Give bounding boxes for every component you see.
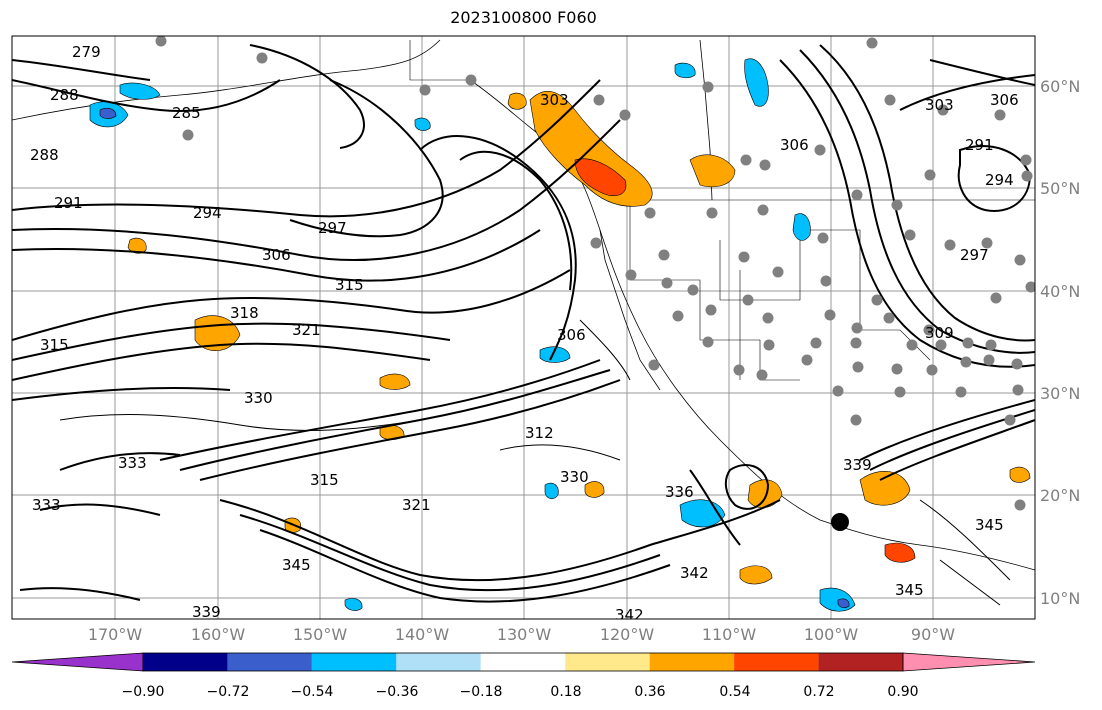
colorbar-tick-label: 0.90 xyxy=(887,684,918,700)
contour-lines xyxy=(12,44,1035,603)
contour-label: 315 xyxy=(310,471,339,489)
contour-label: 318 xyxy=(230,304,259,322)
lon-axis: 170°W 160°W 150°W 140°W 130°W 120°W 110°… xyxy=(88,625,955,644)
colorbar-segment xyxy=(734,653,819,671)
colorbar-segment xyxy=(227,653,312,671)
colorbar-tick-label: 0.18 xyxy=(550,684,581,700)
lat-tick-label: 50°N xyxy=(1040,179,1080,198)
contour-label: 291 xyxy=(54,194,83,212)
lon-tick-label: 170°W xyxy=(88,625,143,644)
contour-label: 336 xyxy=(665,483,694,501)
contour-label: 288 xyxy=(30,146,59,164)
colorbar-segment xyxy=(818,653,903,671)
contour-label: 333 xyxy=(32,496,61,514)
colorbar-tick-label: 0.72 xyxy=(803,684,834,700)
colorbar-tick-label: 0.54 xyxy=(719,684,750,700)
contour-label: 294 xyxy=(193,204,222,222)
colorbar-tick-label: −0.72 xyxy=(207,684,250,700)
station-dots xyxy=(155,36,1035,511)
colorbar-segment xyxy=(649,653,735,671)
lat-tick-label: 60°N xyxy=(1040,77,1080,96)
lat-tick-label: 20°N xyxy=(1040,486,1080,505)
storm-marker xyxy=(831,513,849,531)
contour-label: 297 xyxy=(960,246,989,264)
colorbar-extend-high xyxy=(902,652,1036,672)
contour-label: 306 xyxy=(557,326,586,344)
contour-label: 330 xyxy=(244,389,273,407)
lat-tick-label: 30°N xyxy=(1040,384,1080,403)
lon-tick-label: 110°W xyxy=(702,625,757,644)
lat-tick-label: 10°N xyxy=(1040,589,1080,608)
contour-label: 342 xyxy=(680,564,709,582)
colorbar-segment xyxy=(143,653,228,671)
colorbar-tick-label: −0.90 xyxy=(122,684,165,700)
colorbar-extend-low xyxy=(11,652,144,672)
contour-label: 315 xyxy=(335,276,364,294)
contour-label: 309 xyxy=(925,324,954,342)
colorbar-labels: −0.90 −0.72 −0.54 −0.36 −0.18 0.18 0.36 … xyxy=(122,684,919,700)
colorbar-tick-label: −0.18 xyxy=(460,684,503,700)
colorbar-tick-label: −0.36 xyxy=(376,684,419,700)
lon-tick-label: 130°W xyxy=(497,625,552,644)
contour-label: 306 xyxy=(990,91,1019,109)
contour-label: 339 xyxy=(843,456,872,474)
colorbar-segment xyxy=(565,653,650,671)
contour-label: 342 xyxy=(615,606,644,624)
contour-label: 297 xyxy=(318,219,347,237)
colorbar-border xyxy=(142,652,904,672)
contour-label: 315 xyxy=(40,336,69,354)
map-title: 2023100800 F060 xyxy=(450,8,597,27)
contour-label-group: 279 288 285 288 291 294 297 306 315 318 … xyxy=(30,43,1019,624)
lat-tick-label: 40°N xyxy=(1040,282,1080,301)
contour-label: 321 xyxy=(292,321,321,339)
gridlines xyxy=(12,36,1035,619)
colorbar-segment xyxy=(480,653,566,671)
contour-label: 345 xyxy=(975,516,1004,534)
contour-label: 330 xyxy=(560,468,589,486)
colorbar-segment xyxy=(311,653,397,671)
colorbar-tick-label: −0.54 xyxy=(291,684,334,700)
lon-tick-label: 100°W xyxy=(804,625,859,644)
contour-label: 303 xyxy=(540,91,569,109)
contour-label: 279 xyxy=(72,43,101,61)
contour-label: 321 xyxy=(402,496,431,514)
lon-tick-label: 90°W xyxy=(911,625,955,644)
contour-label: 339 xyxy=(192,603,221,621)
colorbar-tick-label: 0.36 xyxy=(634,684,665,700)
colorbar xyxy=(11,652,1036,672)
contour-label: 285 xyxy=(172,104,201,122)
contour-label: 288 xyxy=(50,86,79,104)
contour-label: 306 xyxy=(262,246,291,264)
thin-contours xyxy=(59,319,1011,606)
lon-tick-label: 160°W xyxy=(191,625,246,644)
contour-label: 306 xyxy=(780,136,809,154)
contour-label: 291 xyxy=(965,136,994,154)
lon-tick-label: 120°W xyxy=(600,625,655,644)
lon-tick-label: 150°W xyxy=(293,625,348,644)
negative-shading xyxy=(89,58,856,612)
colorbar-segment xyxy=(396,653,481,671)
contour-label: 345 xyxy=(282,556,311,574)
contour-label: 303 xyxy=(925,96,954,114)
lat-axis: 60°N 50°N 40°N 30°N 20°N 10°N xyxy=(1040,77,1080,608)
lon-tick-label: 140°W xyxy=(395,625,450,644)
contour-label: 294 xyxy=(985,171,1014,189)
contour-label: 333 xyxy=(118,454,147,472)
map-frame xyxy=(11,35,1036,620)
contour-label: 312 xyxy=(525,424,554,442)
contour-label: 345 xyxy=(895,581,924,599)
